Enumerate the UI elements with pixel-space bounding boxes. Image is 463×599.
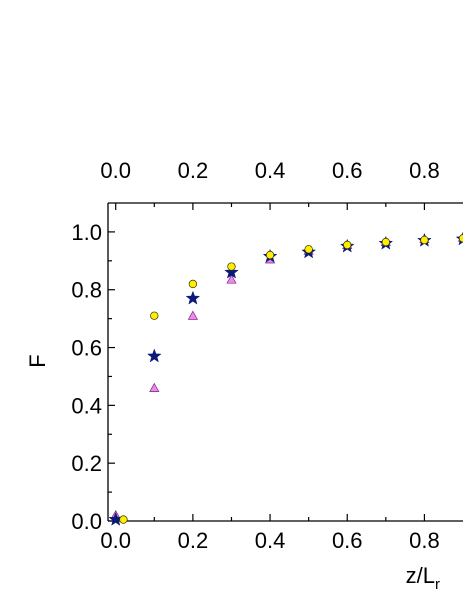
data-points xyxy=(108,231,463,526)
circle-point xyxy=(227,262,236,271)
star-point xyxy=(185,290,201,305)
x-tick-label: 0.6 xyxy=(332,528,363,553)
circle-point xyxy=(119,515,128,524)
circle-point xyxy=(381,237,390,247)
circle-point xyxy=(420,235,429,245)
x-axis-label-subscript: r xyxy=(435,576,440,593)
axis-ticks xyxy=(108,203,426,522)
y-tick-label: 1.0 xyxy=(71,220,102,245)
y-tick-label: 0.8 xyxy=(71,278,102,303)
triangle-point xyxy=(149,382,160,392)
top-axis-tick-labels: 0.0 0.2 0.4 0.6 0.8 xyxy=(100,158,439,183)
circle-point xyxy=(265,250,275,260)
circle-point xyxy=(150,311,159,320)
y-axis-tick-labels: 0.0 0.2 0.4 0.6 0.8 1.0 xyxy=(71,220,102,534)
plot-frame xyxy=(107,202,463,522)
x-axis-label-main: z/L xyxy=(406,563,435,588)
x-tick-label: 0.8 xyxy=(409,528,440,553)
y-tick-label: 0.4 xyxy=(71,393,102,418)
top-tick-label: 0.0 xyxy=(100,158,131,183)
y-tick-label: 0.6 xyxy=(71,336,102,361)
star-point xyxy=(146,348,162,363)
x-tick-label: 0.4 xyxy=(255,528,286,553)
triangle-point xyxy=(187,310,198,320)
top-tick-label: 0.4 xyxy=(255,158,286,183)
x-axis-label: z/Lr xyxy=(406,563,440,593)
top-tick-label: 0.8 xyxy=(409,158,440,183)
x-tick-label: 0.0 xyxy=(100,528,131,553)
y-tick-label: 0.2 xyxy=(71,451,102,476)
y-tick-label: 0.0 xyxy=(71,509,102,534)
y-axis-label: F xyxy=(25,354,50,367)
circle-point xyxy=(188,279,198,289)
star-point xyxy=(224,264,239,279)
top-tick-label: 0.2 xyxy=(178,158,209,183)
circle-point xyxy=(304,245,313,254)
x-axis-tick-labels: 0.0 0.2 0.4 0.6 0.8 xyxy=(100,528,439,553)
triangle-point xyxy=(226,274,237,284)
x-tick-label: 0.2 xyxy=(178,528,209,553)
top-tick-label: 0.6 xyxy=(332,158,363,183)
circle-point xyxy=(458,234,463,243)
circle-point xyxy=(343,240,352,250)
